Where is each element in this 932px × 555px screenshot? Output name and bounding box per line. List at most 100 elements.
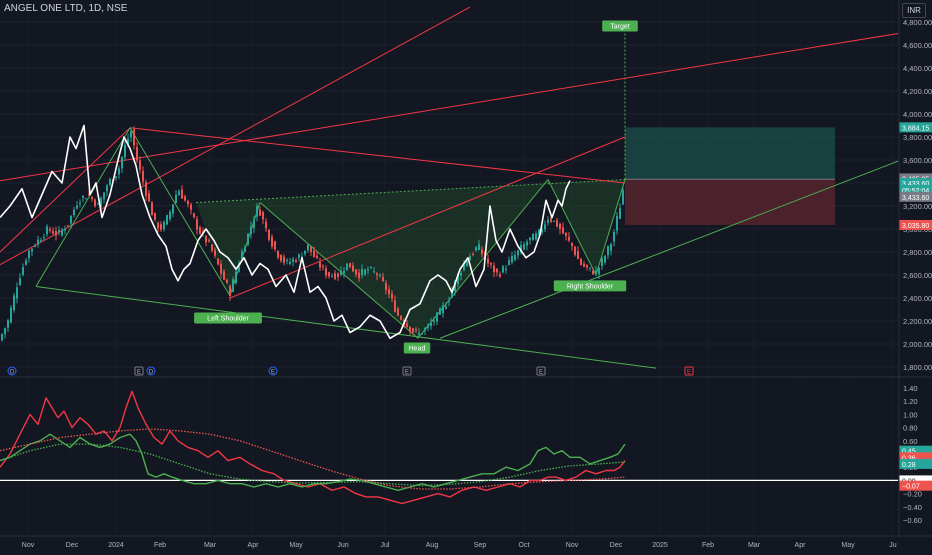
- trendline-0: [0, 6, 471, 266]
- candle-body: [409, 326, 411, 332]
- take-profit-zone: [625, 127, 835, 180]
- candle-body: [250, 226, 252, 235]
- candle-body: [73, 209, 75, 216]
- candle-body: [280, 254, 282, 261]
- candle-body: [340, 270, 342, 276]
- candle-body: [616, 216, 618, 231]
- osc-label-box-2: [899, 458, 932, 469]
- candle-body: [550, 218, 552, 222]
- candle-body: [172, 204, 174, 214]
- osc-label-2: 0.28: [902, 462, 916, 469]
- event-marker-4: [402, 366, 412, 376]
- x-tick-label: Ju: [889, 542, 897, 549]
- candle-body: [394, 300, 396, 313]
- candle-body: [559, 223, 561, 230]
- candle-body: [598, 267, 600, 275]
- candle-body: [4, 327, 6, 334]
- price-label-box-3: [899, 184, 932, 195]
- candle-body: [55, 230, 57, 236]
- candle-body: [295, 260, 297, 262]
- candle-body: [517, 250, 519, 256]
- candle-body: [229, 286, 231, 296]
- x-tick-label: 2024: [108, 542, 124, 549]
- candle-body: [331, 275, 333, 277]
- candle-body: [337, 273, 339, 278]
- candle-body: [76, 205, 78, 209]
- candle-body: [70, 215, 72, 224]
- trendline-12: [547, 179, 597, 276]
- candle-body: [64, 228, 66, 231]
- x-tick-label: Apr: [795, 542, 807, 549]
- candle-body: [469, 256, 471, 261]
- candle-body: [241, 251, 243, 261]
- osc-tick-label: 1.00: [903, 410, 918, 419]
- x-tick-label: Apr: [248, 542, 260, 549]
- candle-body: [283, 256, 285, 263]
- event-marker-1: [134, 366, 144, 376]
- event-marker-6: [684, 366, 694, 376]
- candle-body: [130, 131, 132, 138]
- candle-body: [100, 198, 102, 208]
- event-marker-3: [268, 366, 278, 376]
- candle-body: [529, 237, 531, 241]
- candle-body: [154, 212, 156, 220]
- osc-tick-label: 0.80: [903, 424, 918, 433]
- candle-body: [433, 320, 435, 323]
- candle-body: [526, 241, 528, 246]
- oscillator-series-0: [0, 390, 626, 505]
- candle-body: [187, 200, 189, 205]
- trendline-2: [0, 127, 131, 253]
- candle-body: [316, 255, 318, 259]
- oscillator-series-3: [0, 443, 626, 487]
- candle-body: [322, 266, 324, 268]
- candle-body: [274, 241, 276, 250]
- candle-body: [499, 274, 501, 277]
- trendline-8: [129, 127, 231, 296]
- candle-body: [553, 220, 555, 222]
- candle-body: [502, 266, 504, 273]
- candle-body: [478, 244, 480, 250]
- candle-body: [535, 233, 537, 240]
- candle-body: [124, 145, 126, 158]
- event-marker-label-5: E: [539, 370, 543, 376]
- x-tick-label: May: [841, 542, 855, 549]
- candle-body: [601, 258, 603, 266]
- candle-body: [136, 147, 138, 161]
- candle-body: [145, 182, 147, 196]
- candle-body: [571, 242, 573, 247]
- candle-body: [388, 289, 390, 295]
- candle-body: [619, 208, 621, 219]
- candle-body: [568, 236, 570, 241]
- candle-body: [88, 194, 90, 196]
- x-tick-label: Mar: [204, 542, 217, 549]
- candle-body: [319, 262, 321, 268]
- y-tick-label: 2,400.00: [903, 294, 932, 303]
- annotation-label-0: Target: [610, 23, 630, 30]
- x-tick-label: Aug: [426, 542, 439, 549]
- candle-body: [298, 254, 300, 259]
- candle-body: [169, 211, 171, 220]
- candle-body: [1, 334, 3, 341]
- candle-body: [253, 220, 255, 228]
- candle-body: [397, 308, 399, 316]
- y-tick-label: 2,800.00: [903, 248, 932, 257]
- candle-body: [109, 178, 111, 185]
- candle-body: [148, 193, 150, 202]
- annotation-label-1: Left Shoulder: [207, 316, 249, 323]
- candle-body: [361, 269, 363, 276]
- candle-body: [52, 231, 54, 234]
- candle-body: [490, 262, 492, 265]
- currency-badge[interactable]: INR: [902, 3, 926, 18]
- candle-body: [235, 271, 237, 284]
- candle-body: [313, 250, 315, 258]
- candle-body: [13, 295, 15, 311]
- candle-body: [415, 329, 417, 331]
- candle-body: [196, 219, 198, 230]
- candle-body: [346, 263, 348, 270]
- candle-body: [358, 272, 360, 279]
- candle-body: [580, 259, 582, 265]
- candle-body: [532, 233, 534, 241]
- candle-body: [184, 196, 186, 201]
